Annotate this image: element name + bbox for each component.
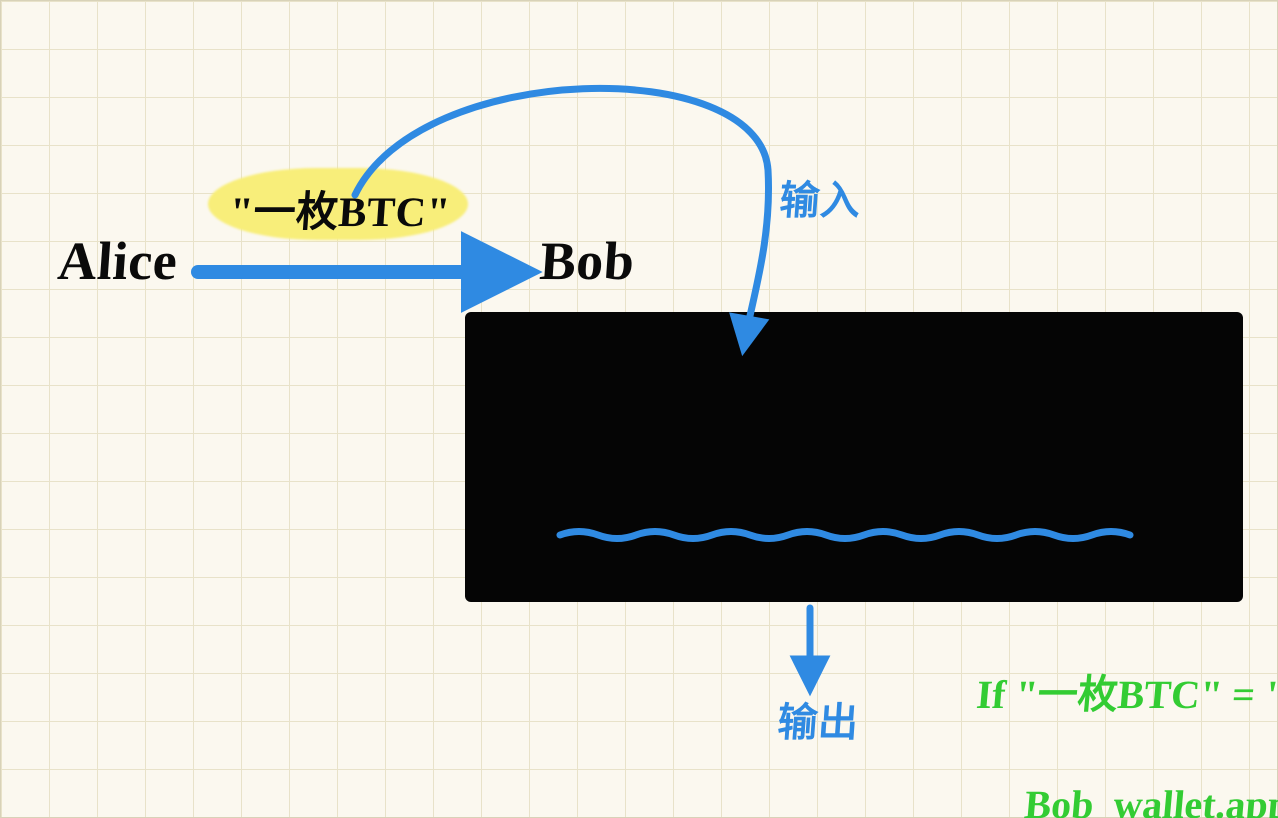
message-label: "一枚BTC" (228, 178, 453, 239)
output-annotation: 输出 (776, 690, 861, 748)
code-box: If "一枚BTC" = "M" : Bob_wallet.append("一枚… (465, 312, 1243, 602)
actor-alice: Alice (56, 230, 180, 292)
code-line-1: If "一枚BTC" = "M" : (974, 662, 1278, 720)
code-line-2: Bob_wallet.append("一枚BTC") (1022, 772, 1278, 818)
input-annotation: 输入 (778, 168, 863, 226)
diagram-stage: Alice Bob "一枚BTC" 输入 输出 If "一枚BTC" = "M"… (0, 0, 1278, 818)
actor-bob: Bob (538, 230, 637, 292)
